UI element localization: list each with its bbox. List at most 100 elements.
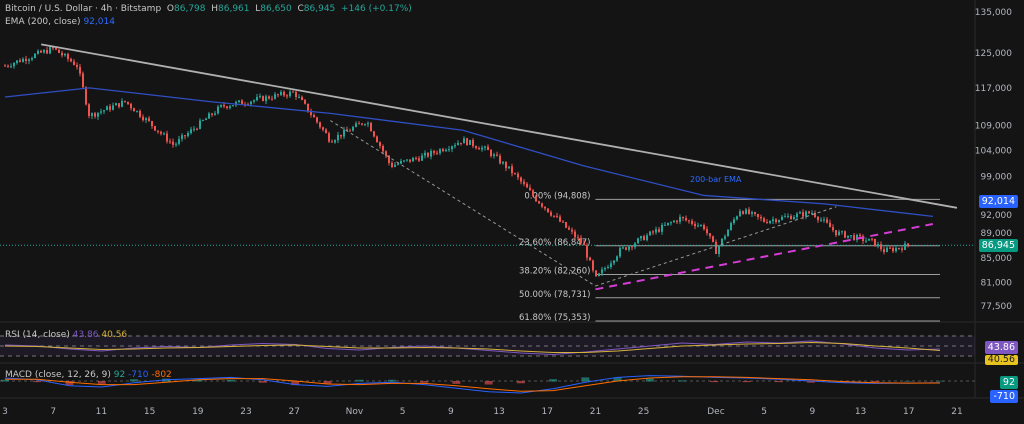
high-value: 86,961 [218, 4, 250, 14]
y-tick-label: 104,000 [975, 146, 1012, 156]
candle [682, 216, 684, 219]
candle [523, 181, 525, 184]
candle [433, 151, 435, 153]
candle [454, 145, 456, 147]
rsi-legend[interactable]: RSI (14, close) 43.86 40.56 [5, 330, 127, 340]
candle [844, 231, 846, 238]
candle [22, 58, 24, 62]
candle [538, 201, 540, 204]
candle [451, 146, 453, 150]
candle [49, 47, 51, 54]
low-value: 86,650 [260, 4, 292, 14]
x-tick-label: 17 [903, 407, 914, 417]
candle [337, 134, 339, 141]
candle [370, 123, 372, 132]
candle [253, 100, 255, 102]
candle [658, 229, 660, 232]
candle [787, 215, 789, 217]
candle [268, 96, 270, 99]
candle [445, 149, 447, 152]
candle [724, 236, 726, 239]
candle [241, 100, 243, 105]
macd-line [4, 375, 941, 394]
candle [94, 113, 96, 117]
candle [403, 160, 405, 162]
candle [877, 244, 879, 247]
macd-histogram-bar [613, 377, 622, 382]
candle [31, 57, 33, 60]
candle [184, 135, 186, 137]
candle [580, 237, 582, 244]
candle [376, 136, 378, 143]
macd-histogram-bar [129, 379, 138, 382]
candle [115, 103, 117, 106]
candle [691, 221, 693, 224]
last-price-tag: 86,945 [978, 239, 1018, 252]
ema-legend[interactable]: EMA (200, close) 92,014 [5, 17, 115, 27]
candle [175, 143, 177, 145]
candle [13, 62, 15, 67]
candle [661, 224, 663, 232]
candle [436, 152, 438, 154]
x-tick-label: 17 [542, 407, 553, 417]
candle [817, 216, 819, 221]
candle [346, 129, 348, 131]
candle [190, 129, 192, 134]
candle [490, 150, 492, 157]
ema-price-tag: 92,014 [978, 195, 1018, 208]
macd-histogram-bar [710, 381, 719, 383]
y-tick-label: 89,000 [981, 229, 1013, 239]
fib-level-label: 38.20% (82,260) [519, 267, 591, 277]
x-tick-label: 15 [144, 407, 155, 417]
candle [544, 206, 546, 209]
macd-histogram-bar [33, 381, 42, 383]
symbol-title: Bitcoin / U.S. Dollar · 4h · Bitstamp [5, 4, 162, 14]
candle [358, 123, 360, 125]
candle [55, 47, 57, 50]
candle [349, 130, 351, 132]
candle [475, 146, 477, 149]
macd-histogram-bar [936, 380, 944, 382]
rsi-value: 43.86 [72, 330, 99, 340]
candle [595, 270, 597, 277]
candle [283, 91, 285, 96]
macd-legend[interactable]: MACD (close, 12, 26, 9) 92 -710 -802 [5, 370, 172, 380]
candle [112, 105, 114, 110]
candle [841, 231, 843, 233]
macd-histogram-bar [516, 381, 525, 384]
candle [373, 131, 375, 137]
candle [331, 141, 333, 143]
candle [136, 110, 138, 112]
candle [226, 106, 228, 108]
candle [604, 268, 606, 270]
candle [97, 112, 99, 117]
macd-signal-line [5, 376, 941, 392]
candle [322, 127, 324, 130]
candle [385, 151, 387, 156]
candle [298, 96, 300, 98]
candle [688, 220, 690, 222]
candle [205, 118, 207, 121]
candle [838, 231, 840, 236]
candle [565, 222, 567, 228]
candle [799, 212, 801, 214]
candle [124, 100, 126, 102]
x-tick-label: Nov [346, 407, 364, 417]
rsi-label: RSI (14, close) [5, 330, 70, 340]
candle [334, 140, 336, 143]
candle [718, 245, 720, 254]
candle [847, 235, 849, 238]
candle [880, 244, 882, 250]
candle [586, 245, 588, 258]
candle [901, 248, 903, 250]
candle [208, 113, 210, 119]
candle [700, 225, 702, 227]
candle [232, 105, 234, 107]
candle [178, 138, 180, 144]
candle [286, 95, 288, 97]
candle [277, 94, 279, 96]
macd-histogram-bar [549, 379, 558, 382]
ema-label: EMA (200, close) [5, 17, 81, 27]
